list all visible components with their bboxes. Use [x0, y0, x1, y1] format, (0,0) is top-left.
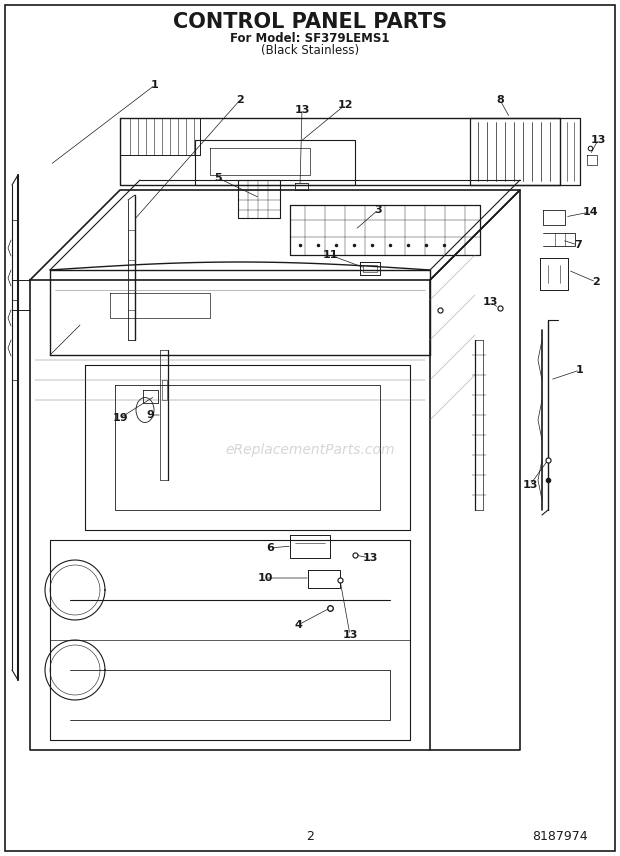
Text: 5: 5 [214, 173, 222, 183]
Text: 3: 3 [374, 205, 382, 215]
Text: 14: 14 [582, 207, 598, 217]
Text: For Model: SF379LEMS1: For Model: SF379LEMS1 [230, 32, 390, 45]
Text: 12: 12 [337, 100, 353, 110]
Text: 9: 9 [146, 410, 154, 420]
Text: (Black Stainless): (Black Stainless) [261, 44, 359, 56]
Text: 13: 13 [522, 480, 538, 490]
Text: 8: 8 [496, 95, 504, 105]
Text: 13: 13 [590, 135, 606, 145]
Text: eReplacementParts.com: eReplacementParts.com [225, 443, 395, 457]
Text: 10: 10 [257, 573, 273, 583]
Text: CONTROL PANEL PARTS: CONTROL PANEL PARTS [173, 12, 447, 32]
Text: 13: 13 [362, 553, 378, 563]
Text: 8187974: 8187974 [532, 829, 588, 842]
Text: 6: 6 [266, 543, 274, 553]
Text: 11: 11 [322, 250, 338, 260]
Text: 13: 13 [342, 630, 358, 640]
Text: 19: 19 [112, 413, 128, 423]
Text: 7: 7 [574, 240, 582, 250]
Text: 1: 1 [576, 365, 584, 375]
Text: 4: 4 [294, 620, 302, 630]
Text: 2: 2 [236, 95, 244, 105]
Text: 2: 2 [306, 829, 314, 842]
Text: 13: 13 [482, 297, 498, 307]
Text: 2: 2 [592, 277, 600, 287]
Ellipse shape [136, 397, 154, 423]
Text: 1: 1 [151, 80, 159, 90]
Text: 13: 13 [294, 105, 309, 115]
